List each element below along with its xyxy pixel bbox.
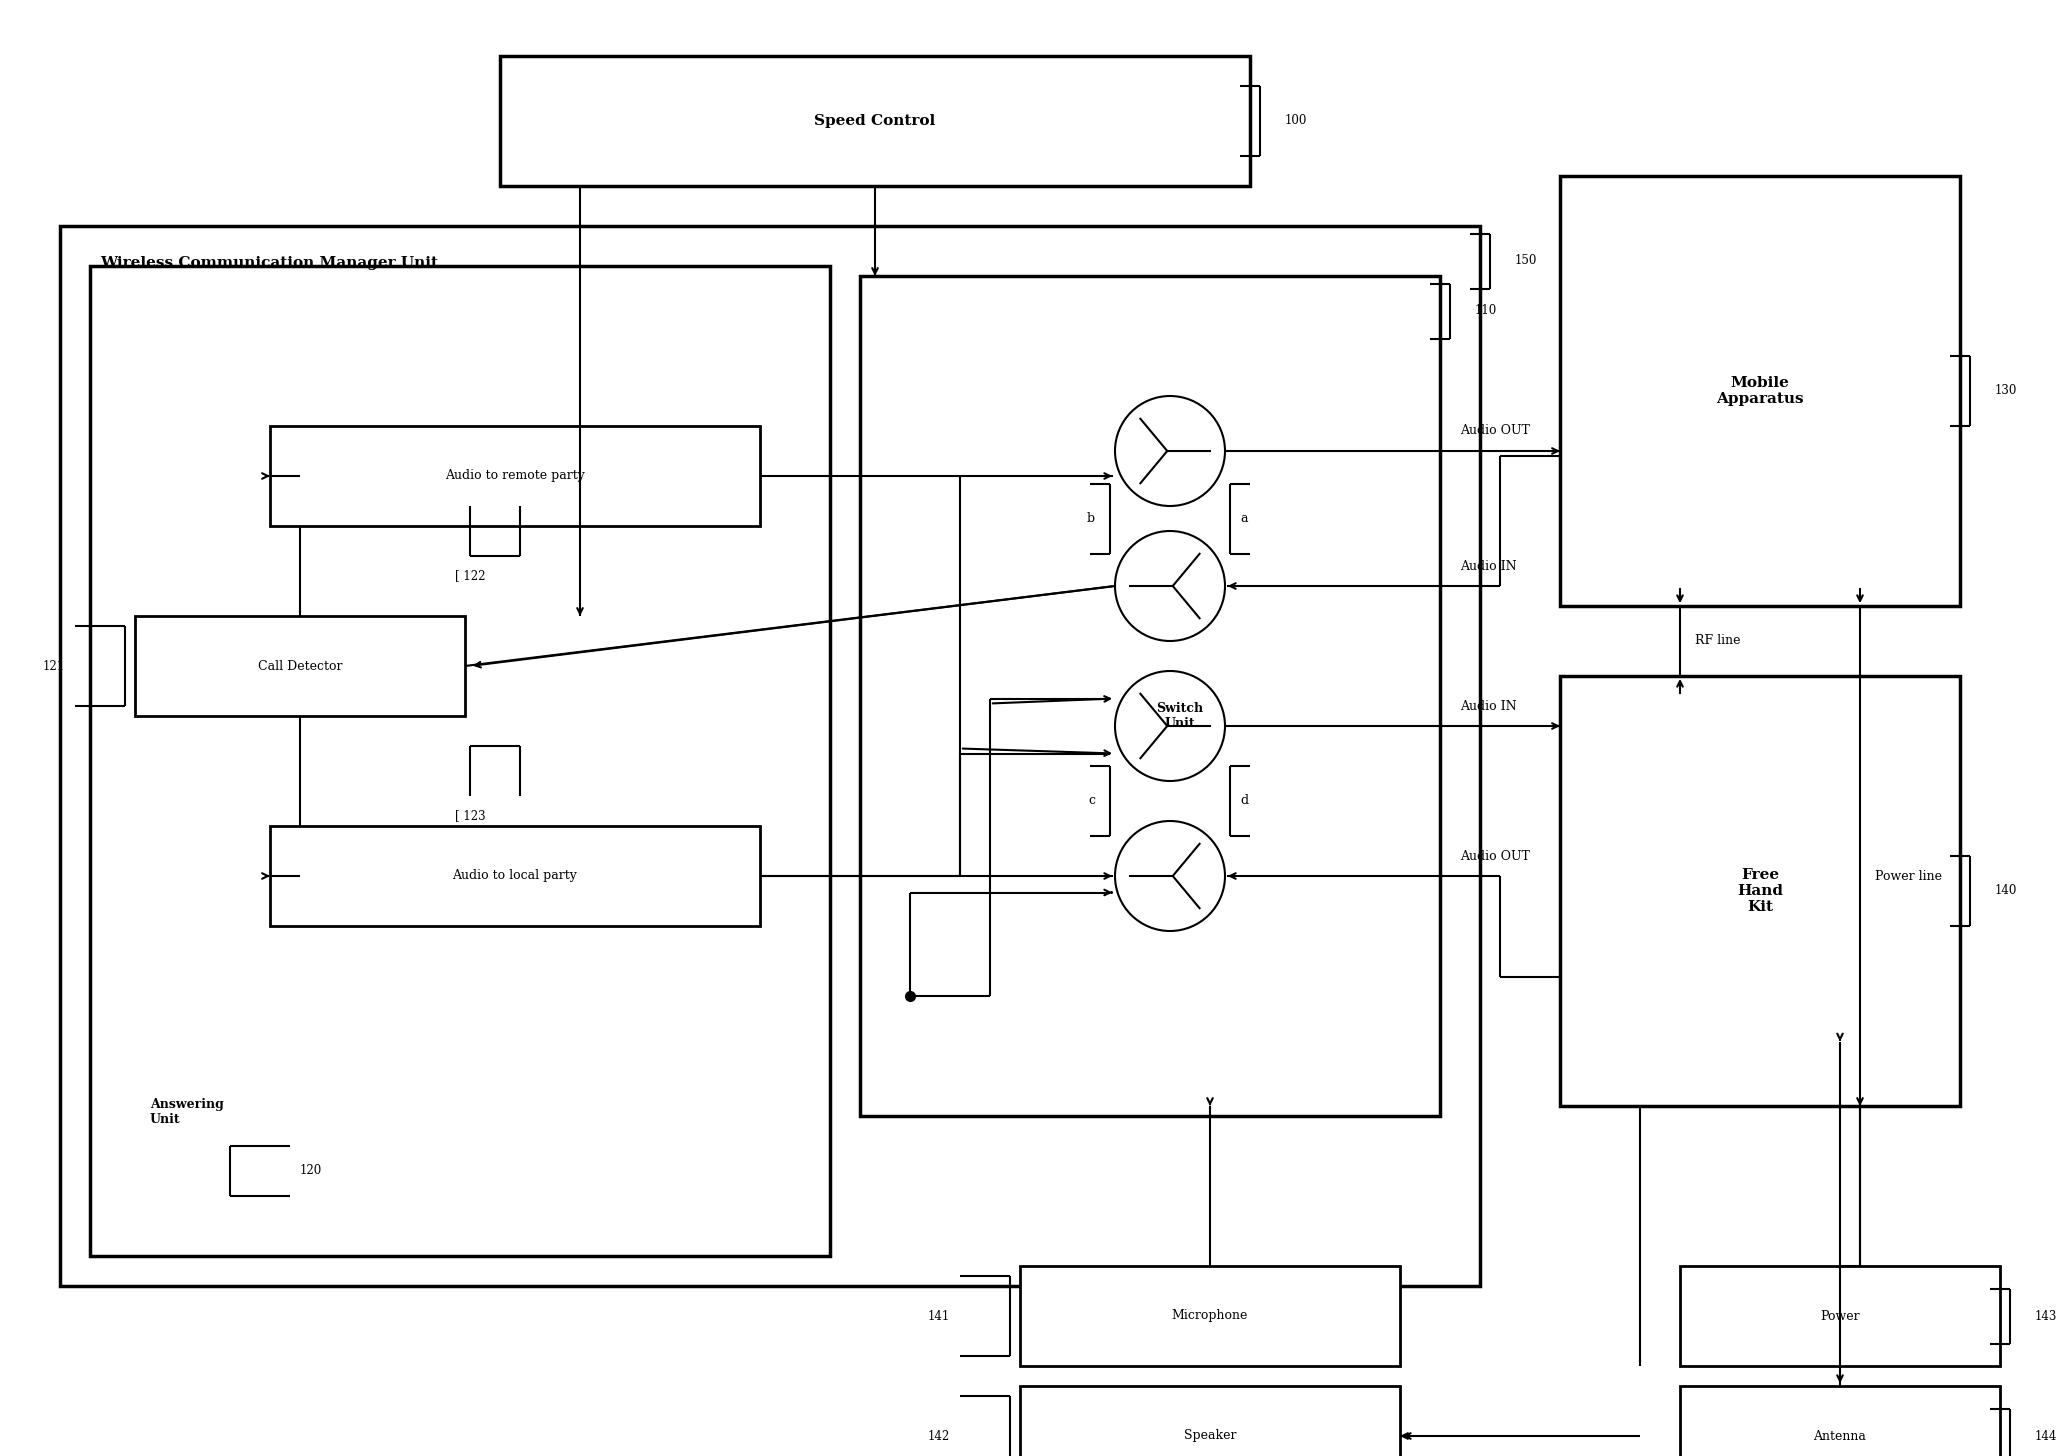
Text: Power line: Power line: [1876, 869, 1942, 882]
Text: Audio IN: Audio IN: [1461, 699, 1516, 712]
Text: 110: 110: [1475, 304, 1498, 317]
Bar: [271, 427, 760, 526]
Text: a: a: [1240, 513, 1248, 526]
Bar: [60, 226, 1479, 1286]
Text: Mobile
Apparatus: Mobile Apparatus: [1717, 376, 1804, 406]
Text: RF line: RF line: [1694, 635, 1740, 648]
Text: 141: 141: [928, 1309, 950, 1322]
Text: Audio OUT: Audio OUT: [1461, 849, 1531, 862]
Text: Audio OUT: Audio OUT: [1461, 425, 1531, 437]
Text: b: b: [1087, 513, 1095, 526]
Bar: [1680, 1267, 2000, 1366]
Bar: [134, 616, 465, 716]
Text: 143: 143: [2035, 1309, 2058, 1322]
Text: Free
Hand
Kit: Free Hand Kit: [1738, 868, 1783, 914]
Bar: [1021, 1386, 1401, 1456]
Text: Power: Power: [1820, 1309, 1859, 1322]
Text: Wireless Communication Manager Unit: Wireless Communication Manager Unit: [99, 256, 438, 269]
Bar: [500, 55, 1250, 186]
Bar: [1560, 676, 1961, 1107]
Text: [ 122: [ 122: [455, 569, 486, 582]
Text: 144: 144: [2035, 1430, 2058, 1443]
Text: Speaker: Speaker: [1184, 1430, 1235, 1443]
Text: 140: 140: [1996, 884, 2016, 897]
Bar: [1680, 1386, 2000, 1456]
Bar: [1560, 176, 1961, 606]
Text: Audio to local party: Audio to local party: [452, 869, 576, 882]
Text: 121: 121: [43, 660, 64, 673]
Text: d: d: [1240, 795, 1248, 808]
Text: Switch
Unit: Switch Unit: [1157, 702, 1204, 729]
Text: 100: 100: [1285, 115, 1308, 128]
Text: Audio to remote party: Audio to remote party: [444, 469, 585, 482]
Text: Microphone: Microphone: [1171, 1309, 1248, 1322]
Text: Call Detector: Call Detector: [258, 660, 343, 673]
Text: 120: 120: [300, 1165, 322, 1178]
Text: 142: 142: [928, 1430, 950, 1443]
Bar: [91, 266, 831, 1257]
Bar: [271, 826, 760, 926]
Text: c: c: [1089, 795, 1095, 808]
Bar: [859, 277, 1440, 1115]
Text: 130: 130: [1996, 384, 2016, 397]
Text: Answering
Unit: Answering Unit: [151, 1098, 223, 1125]
Text: 150: 150: [1514, 255, 1537, 268]
Text: Antenna: Antenna: [1814, 1430, 1866, 1443]
Text: [ 123: [ 123: [455, 810, 486, 823]
Text: Speed Control: Speed Control: [814, 114, 936, 128]
Text: Audio IN: Audio IN: [1461, 559, 1516, 572]
Bar: [1021, 1267, 1401, 1366]
